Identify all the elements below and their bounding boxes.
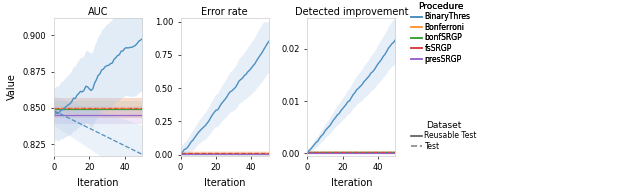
X-axis label: Iteration: Iteration	[77, 178, 119, 188]
Title: Detected improvement: Detected improvement	[294, 7, 408, 17]
Legend: BinaryThres, Bonferroni, bonfSRGP, fsSRGP, presSRGP: BinaryThres, Bonferroni, bonfSRGP, fsSRG…	[412, 2, 470, 64]
Legend: Reusable Test, Test: Reusable Test, Test	[412, 121, 477, 151]
X-axis label: Iteration: Iteration	[204, 178, 246, 188]
Title: AUC: AUC	[88, 7, 108, 17]
X-axis label: Iteration: Iteration	[331, 178, 372, 188]
Title: Error rate: Error rate	[202, 7, 248, 17]
Y-axis label: Value: Value	[7, 73, 17, 100]
